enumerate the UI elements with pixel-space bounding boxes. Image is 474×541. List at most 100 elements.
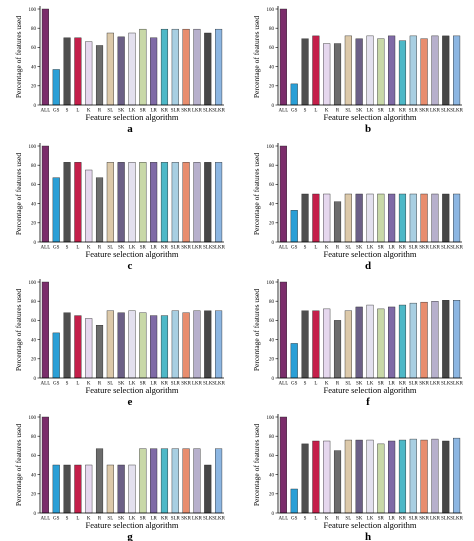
bar-ALL bbox=[279, 8, 287, 106]
x-tick-label: LK bbox=[367, 517, 374, 522]
x-tick-label: GS bbox=[53, 382, 60, 387]
x-tick-label: LR bbox=[388, 517, 395, 522]
panel-letter: g bbox=[127, 531, 133, 541]
x-tick-label: SLR bbox=[171, 382, 181, 387]
bar-K bbox=[85, 169, 93, 243]
bar-KR bbox=[398, 304, 407, 379]
x-tick-label: SLR bbox=[171, 109, 181, 114]
y-tick-label: 80 bbox=[269, 435, 275, 440]
x-tick-label: SR bbox=[140, 246, 147, 251]
x-tick-label: ALL bbox=[279, 382, 289, 387]
bar-R bbox=[95, 448, 104, 514]
y-tick-label: 40 bbox=[269, 473, 275, 478]
bar-SKR bbox=[182, 448, 190, 514]
y-tick-label: 0 bbox=[272, 104, 275, 109]
x-tick-label: S bbox=[304, 109, 307, 114]
x-tick-label: SLK bbox=[203, 246, 213, 251]
y-axis-label: Percentage of features used bbox=[14, 289, 23, 372]
x-tick-label: SLKR bbox=[450, 109, 463, 114]
x-tick-label: L bbox=[314, 109, 317, 114]
bar-GS bbox=[52, 332, 60, 379]
x-tick-label: K bbox=[325, 246, 329, 251]
bar-L bbox=[74, 37, 82, 106]
y-tick-label: 60 bbox=[31, 183, 37, 188]
panel-letter: f bbox=[366, 396, 370, 408]
chart-panel-b: Percentage of features used 0 20 40 60 80 100 A… bbox=[252, 6, 464, 135]
y-axis-label: Percentage of features used bbox=[14, 16, 23, 99]
bar-R bbox=[333, 320, 342, 379]
y-tick-label: 20 bbox=[31, 358, 37, 363]
x-tick-label: R bbox=[336, 382, 340, 387]
y-tick-label: 80 bbox=[31, 435, 37, 440]
y-tick-label: 100 bbox=[29, 145, 37, 150]
y-tick-label: 100 bbox=[267, 281, 275, 286]
x-tick-label: SLK bbox=[441, 382, 451, 387]
bar-SL bbox=[106, 162, 114, 243]
x-tick-label: LK bbox=[129, 246, 136, 251]
y-tick-label: 80 bbox=[269, 164, 275, 169]
y-tick-label: 20 bbox=[31, 85, 37, 90]
bar-LKR bbox=[431, 35, 439, 106]
x-tick-label: GS bbox=[291, 246, 298, 251]
y-tick-label: 60 bbox=[269, 454, 275, 459]
x-tick-label: LKR bbox=[430, 109, 441, 114]
x-tick-label: S bbox=[66, 517, 69, 522]
bar-R bbox=[95, 177, 104, 243]
bar-SKR bbox=[420, 193, 428, 243]
y-tick-label: 100 bbox=[29, 8, 37, 13]
x-tick-label: ALL bbox=[41, 246, 51, 251]
x-tick-label: LKR bbox=[192, 109, 203, 114]
bar-SL bbox=[344, 439, 352, 514]
bar-LK bbox=[128, 162, 136, 243]
x-tick-label: SK bbox=[118, 246, 125, 251]
y-tick-label: 20 bbox=[269, 358, 275, 363]
x-tick-label: SL bbox=[107, 517, 113, 522]
panel-letter: e bbox=[128, 396, 133, 408]
x-tick-label: GS bbox=[291, 109, 298, 114]
bar-SKR bbox=[420, 439, 428, 514]
bar-L bbox=[312, 35, 320, 106]
bar-SR bbox=[377, 443, 385, 514]
x-tick-label: SL bbox=[107, 246, 113, 251]
bar-SK bbox=[117, 162, 125, 243]
x-tick-label: SR bbox=[378, 246, 385, 251]
x-tick-label: KR bbox=[161, 382, 169, 387]
y-tick-label: 40 bbox=[269, 202, 275, 207]
x-tick-label: SLK bbox=[203, 517, 213, 522]
x-tick-label: GS bbox=[53, 109, 60, 114]
x-tick-label: SLK bbox=[441, 109, 451, 114]
bar-S bbox=[63, 312, 71, 379]
x-tick-label: L bbox=[76, 109, 79, 114]
y-tick-label: 100 bbox=[267, 8, 275, 13]
x-axis-label: Feature selection algorithm bbox=[86, 520, 179, 530]
x-tick-label: SLR bbox=[171, 517, 181, 522]
x-tick-label: SKR bbox=[181, 517, 191, 522]
x-tick-label: SR bbox=[378, 382, 385, 387]
y-tick-label: 20 bbox=[269, 85, 275, 90]
bar-GS bbox=[290, 83, 298, 106]
x-tick-label: SLKR bbox=[450, 517, 463, 522]
bar-K bbox=[323, 440, 331, 514]
bar-SLKR bbox=[453, 193, 461, 243]
bar-SLKR bbox=[215, 310, 223, 379]
x-tick-label: L bbox=[76, 382, 79, 387]
x-tick-label: SLKR bbox=[450, 246, 463, 251]
chart-panel-c: Percentage of features used 0 20 40 60 80 100 A… bbox=[14, 143, 226, 272]
bar-L bbox=[312, 193, 320, 243]
x-tick-label: SK bbox=[356, 382, 363, 387]
bar-KR bbox=[398, 439, 407, 514]
y-axis-label: Percentage of features used bbox=[252, 424, 261, 507]
bar-SL bbox=[344, 35, 352, 106]
x-tick-label: SLR bbox=[171, 246, 181, 251]
x-tick-label: R bbox=[98, 517, 102, 522]
y-axis-label: Percentage of features used bbox=[252, 16, 261, 99]
bar-SLK bbox=[442, 440, 450, 514]
bar-LR bbox=[150, 162, 158, 243]
bar-ALL bbox=[279, 416, 287, 514]
x-tick-label: ALL bbox=[279, 517, 289, 522]
x-tick-label: SKR bbox=[419, 382, 429, 387]
x-tick-label: LKR bbox=[192, 517, 203, 522]
x-axis-label: Feature selection algorithm bbox=[86, 385, 179, 395]
x-tick-label: GS bbox=[53, 246, 60, 251]
bar-R bbox=[95, 325, 104, 379]
